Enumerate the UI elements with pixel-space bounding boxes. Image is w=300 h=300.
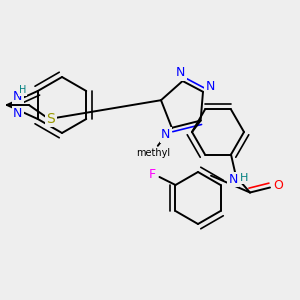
Text: N: N [176,67,185,80]
Text: N: N [228,173,238,186]
Text: F: F [149,167,156,181]
Text: N: N [13,90,22,103]
Text: O: O [273,179,283,192]
Text: N: N [205,80,215,93]
Text: H: H [19,85,26,95]
Text: N: N [161,128,170,141]
Text: N: N [13,107,22,120]
Text: H: H [240,172,248,182]
Text: methyl: methyl [136,148,170,158]
Text: S: S [46,112,55,126]
